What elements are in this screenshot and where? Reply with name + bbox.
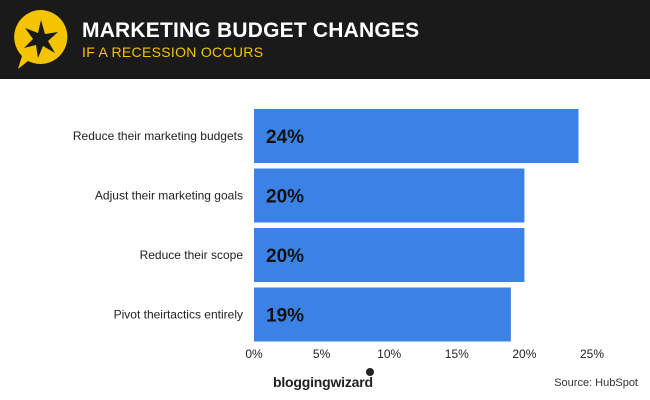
x-tick-label: 25% bbox=[580, 347, 604, 361]
source-note: Source: HubSpot bbox=[554, 377, 638, 389]
bar bbox=[254, 287, 511, 342]
bar-value-label: 20% bbox=[266, 246, 304, 267]
category-label: Adjust their marketing goals bbox=[95, 189, 243, 203]
page-subtitle: IF A RECESSION OCCURS bbox=[82, 44, 264, 60]
bar-value-label: 20% bbox=[266, 187, 304, 208]
category-label: Reduce their marketing budgets bbox=[73, 129, 243, 143]
bar-chart: 24% Reduce their marketing budgets 20% Adju… bbox=[73, 109, 604, 361]
x-tick-label: 5% bbox=[313, 347, 331, 361]
category-label: Reduce their scope bbox=[140, 248, 244, 262]
bar bbox=[254, 109, 579, 163]
x-tick-label: 20% bbox=[512, 347, 536, 361]
bar-value-label: 24% bbox=[266, 127, 304, 148]
bar bbox=[254, 168, 525, 223]
bar bbox=[254, 228, 525, 282]
x-tick-label: 15% bbox=[445, 347, 469, 361]
category-label: Pivot theirtactics entirely bbox=[114, 308, 243, 322]
x-tick-label: 0% bbox=[245, 347, 263, 361]
brand-logo-dot bbox=[366, 368, 374, 376]
star-speech-bubble-icon bbox=[14, 10, 68, 69]
brand-logo-text: bloggingwizard bbox=[273, 374, 373, 390]
x-tick-label: 10% bbox=[377, 347, 401, 361]
header-banner: MARKETING BUDGET CHANGES IF A RECESSION … bbox=[0, 0, 650, 79]
page-title: MARKETING BUDGET CHANGES bbox=[82, 19, 420, 42]
bar-value-label: 19% bbox=[266, 306, 304, 327]
